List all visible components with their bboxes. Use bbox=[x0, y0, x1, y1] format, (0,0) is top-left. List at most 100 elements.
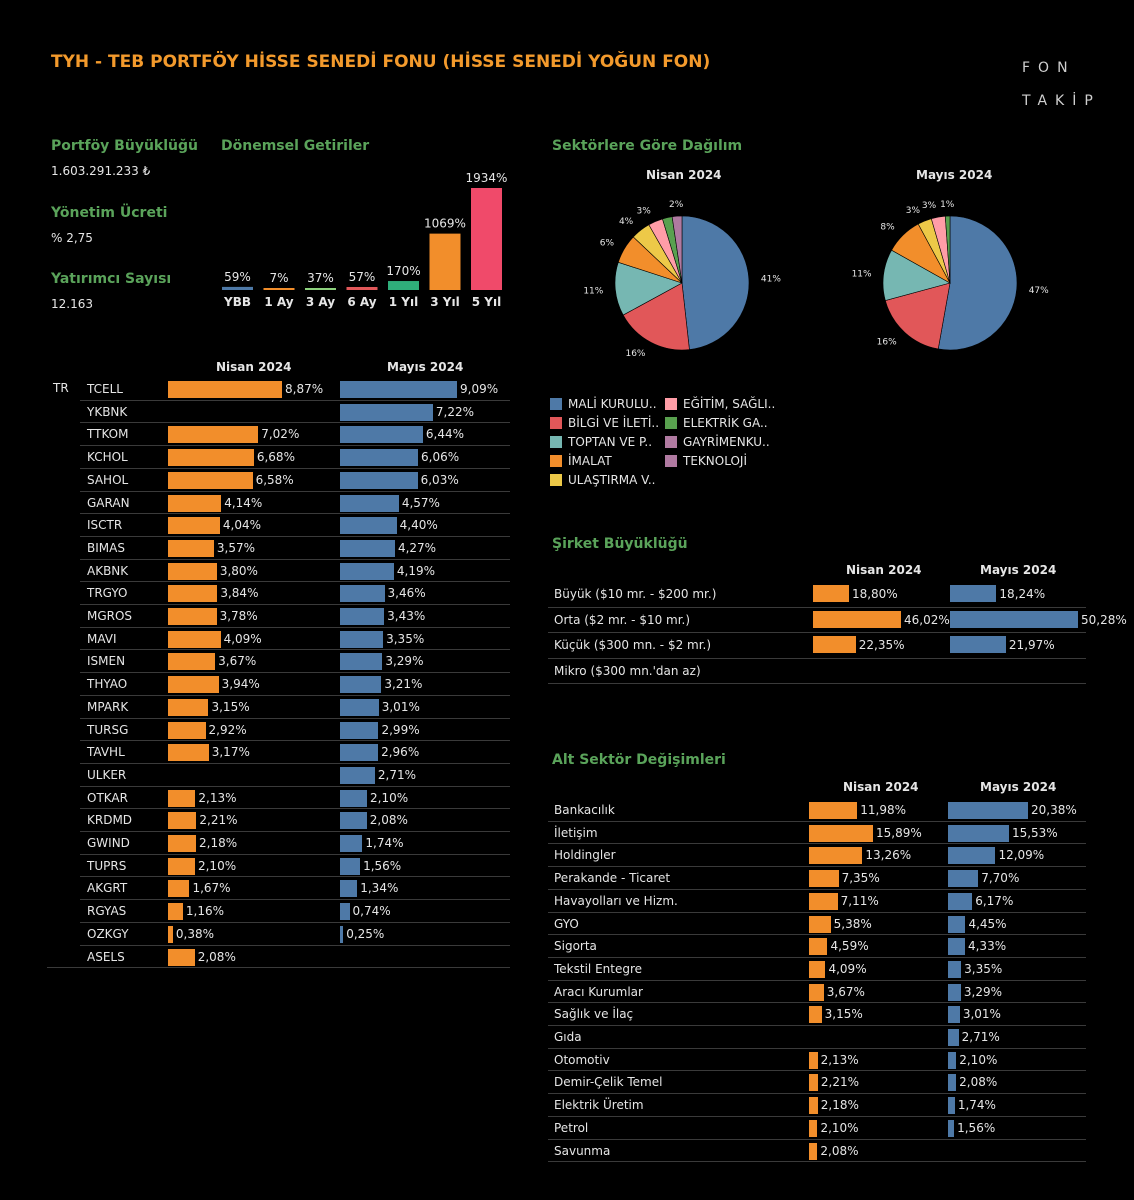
bar-label-may: 3,21% bbox=[384, 677, 423, 692]
row-divider bbox=[548, 843, 1086, 845]
pie-slice-label: 4% bbox=[619, 217, 634, 227]
bar-label-may: 7,22% bbox=[435, 404, 475, 419]
bar-april bbox=[168, 812, 197, 830]
bar-april bbox=[168, 676, 219, 694]
bar-april bbox=[813, 610, 901, 628]
bar-label-april: 2,13% bbox=[198, 790, 237, 805]
row-divider bbox=[548, 632, 1086, 633]
pie-slice-label: 8% bbox=[880, 223, 895, 233]
legend-swatch bbox=[665, 455, 677, 467]
row-divider bbox=[80, 513, 510, 515]
holding-ticker: KRDMD bbox=[87, 813, 133, 828]
pie-slice-label: 11% bbox=[583, 286, 603, 296]
bar-april bbox=[813, 636, 856, 653]
bar-april bbox=[168, 517, 220, 535]
row-divider bbox=[548, 1093, 1086, 1095]
holding-ticker: THYAO bbox=[87, 677, 128, 692]
bar-may bbox=[340, 562, 394, 580]
bar-april bbox=[168, 857, 195, 875]
holding-ticker: MPARK bbox=[87, 699, 129, 714]
pie-slice bbox=[944, 215, 951, 284]
row-divider bbox=[80, 717, 510, 719]
bar-may bbox=[340, 698, 379, 716]
bar-label-april: 2,10% bbox=[197, 858, 237, 873]
legend-swatch bbox=[665, 417, 677, 429]
row-divider bbox=[80, 422, 510, 424]
subsector-label: Holdingler bbox=[554, 848, 616, 863]
legend-label: ELEKTRİK GA.. bbox=[683, 416, 768, 430]
bar-may bbox=[340, 381, 457, 398]
bar-label-april: 2,18% bbox=[820, 1098, 859, 1113]
bar-label-april: 3,15% bbox=[211, 699, 250, 714]
bar-may bbox=[340, 812, 367, 830]
pie-slice-label: 16% bbox=[625, 349, 645, 359]
legend-swatch bbox=[550, 455, 562, 467]
returns-bar bbox=[305, 288, 336, 290]
bar-may bbox=[340, 835, 363, 852]
bar-april bbox=[809, 983, 824, 1001]
bar-label-may: 0,25% bbox=[346, 926, 385, 941]
bar-april bbox=[809, 938, 828, 956]
bar-may bbox=[948, 938, 965, 956]
returns-value-label: 7% bbox=[269, 271, 288, 285]
holding-ticker: GARAN bbox=[87, 495, 130, 510]
holding-ticker: YKBNK bbox=[87, 404, 128, 419]
subsector-title: Alt Sektör Değişimleri bbox=[552, 752, 726, 768]
bar-label-may: 1,56% bbox=[363, 858, 402, 873]
bar-label-may: 6,06% bbox=[421, 450, 460, 465]
row-divider bbox=[80, 649, 510, 651]
legend-label: MALİ KURULU.. bbox=[568, 397, 657, 411]
row-divider bbox=[80, 490, 510, 492]
row-divider bbox=[548, 979, 1086, 981]
row-divider bbox=[548, 934, 1086, 936]
bar-april bbox=[168, 835, 197, 852]
bar-may bbox=[340, 494, 399, 512]
bar-may bbox=[340, 426, 423, 444]
company-size-header-april: Nisan 2024 bbox=[846, 563, 922, 577]
bar-label-may: 4,57% bbox=[401, 495, 440, 510]
bar-may bbox=[948, 1006, 960, 1024]
bar-label-may: 6,44% bbox=[425, 427, 465, 442]
legend-swatch bbox=[550, 417, 562, 429]
logo-line-1: FON bbox=[1022, 60, 1076, 76]
holding-ticker: TAVHL bbox=[87, 745, 125, 760]
logo: FON TAKİP bbox=[1022, 52, 1093, 118]
bar-april bbox=[809, 870, 839, 888]
pie-slice-label: 41% bbox=[761, 275, 781, 285]
row-divider bbox=[80, 604, 510, 605]
pie-slice-label: 16% bbox=[877, 337, 897, 347]
holding-ticker: RGYAS bbox=[87, 904, 127, 919]
bar-may bbox=[948, 915, 966, 933]
bar-april bbox=[168, 903, 183, 921]
bar-may bbox=[948, 1051, 957, 1069]
bar-label-april: 5,38% bbox=[833, 916, 872, 931]
returns-value-label: 59% bbox=[224, 270, 251, 284]
row-divider bbox=[548, 606, 1086, 608]
bar-label-april: 2,18% bbox=[199, 836, 238, 850]
bar-label-april: 2,08% bbox=[197, 949, 236, 964]
bar-label-april: 11,98% bbox=[860, 803, 907, 817]
bar-april bbox=[168, 494, 222, 512]
bar-label-may: 1,74% bbox=[365, 836, 404, 850]
bar-label-april: 46,02% bbox=[904, 612, 950, 627]
returns-category-label: 6 Ay bbox=[347, 295, 376, 309]
bar-april bbox=[809, 847, 863, 865]
bar-april bbox=[813, 585, 849, 602]
bar-label-may: 3,43% bbox=[387, 609, 426, 623]
row-divider bbox=[80, 558, 510, 560]
subsector-label: GYO bbox=[554, 916, 579, 931]
bar-label-may: 2,99% bbox=[381, 722, 420, 737]
holdings-header-april: Nisan 2024 bbox=[216, 360, 292, 374]
bar-april bbox=[168, 789, 196, 807]
bar-april bbox=[809, 802, 858, 819]
bar-may bbox=[340, 449, 418, 467]
bar-april bbox=[168, 880, 190, 898]
row-divider bbox=[548, 657, 1086, 659]
sector-legend: MALİ KURULU.. EĞİTİM, SAĞLI.. BİLGİ VE İLE… bbox=[550, 397, 810, 498]
row-divider bbox=[80, 853, 510, 855]
bar-label-may: 18,24% bbox=[999, 587, 1046, 601]
subsector-label: Otomotiv bbox=[554, 1052, 610, 1067]
returns-chart-title: Dönemsel Getiriler bbox=[221, 138, 370, 154]
row-divider bbox=[548, 1047, 1086, 1049]
row-divider bbox=[548, 1025, 1086, 1026]
